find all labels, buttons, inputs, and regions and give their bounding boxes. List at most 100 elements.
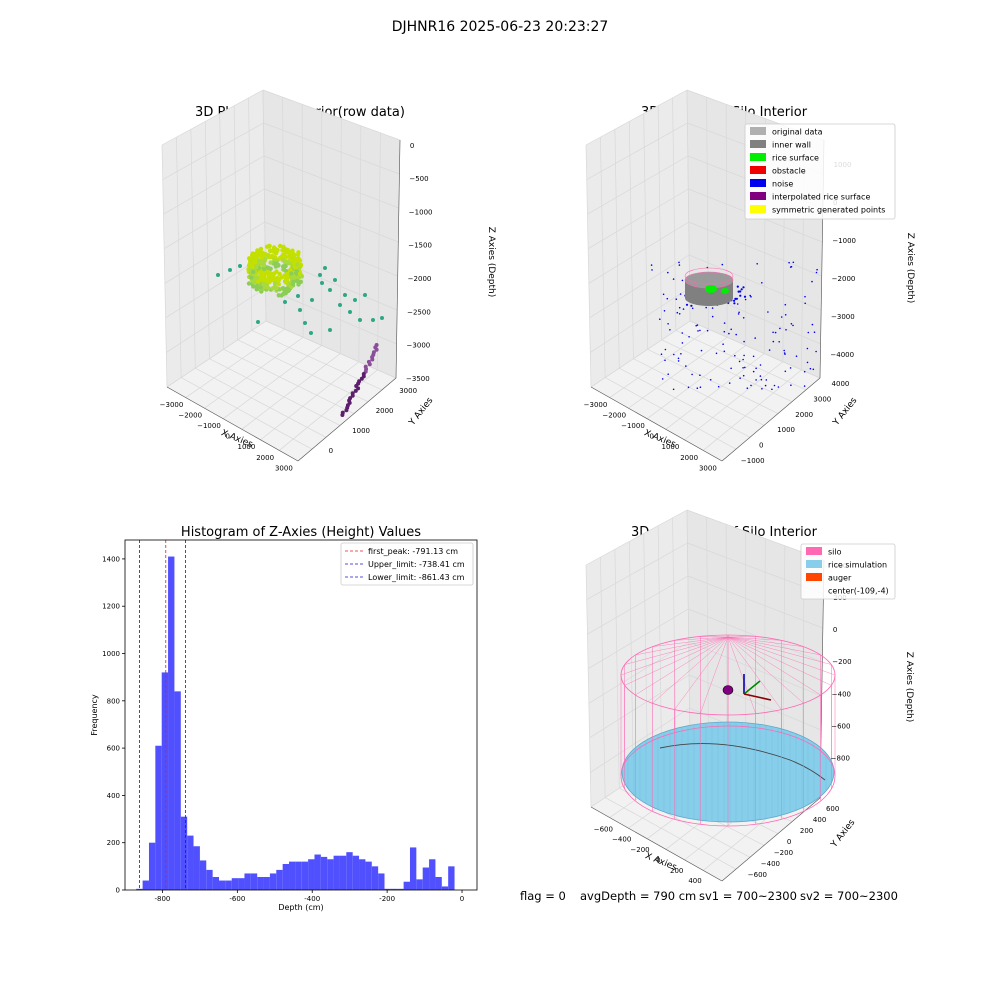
histogram-bar <box>212 876 219 890</box>
raw-plot-ylabel: Y Axies <box>407 396 436 429</box>
floor-grid-line <box>665 353 765 430</box>
mid-depth-point <box>371 318 375 322</box>
silo-roof-line <box>727 636 756 714</box>
noise-point <box>749 294 751 297</box>
z-tick-label: −800 <box>831 755 850 763</box>
rice-surface-point <box>297 258 303 263</box>
rice-surface-point <box>259 255 264 261</box>
floor-grid-line <box>204 337 304 409</box>
histogram-bar <box>352 855 360 890</box>
floor-grid-line <box>237 339 369 403</box>
histogram-bar <box>429 859 436 890</box>
rice-surface-point <box>288 252 293 257</box>
silo-roof-line <box>727 636 832 665</box>
floor-grid-line <box>628 337 728 409</box>
x-tick-label: 2000 <box>680 454 698 462</box>
legend-swatch <box>750 179 766 187</box>
noise-point <box>795 355 798 358</box>
legend-label: first_peak: -791.13 cm <box>368 547 458 556</box>
histogram-ylabel: Frequency <box>90 694 99 736</box>
x-tick-label: 200 <box>670 867 683 875</box>
left-grid-line <box>233 105 239 340</box>
noise-point <box>768 349 771 351</box>
rice-surface-point <box>268 272 273 277</box>
noise-point <box>733 299 736 302</box>
floor-grid-line <box>209 358 341 426</box>
x-tick-label: −400 <box>612 836 631 844</box>
mid-depth-point <box>298 308 302 312</box>
rice-surface-point <box>261 282 267 287</box>
noise-point <box>691 307 694 310</box>
left-grid-line <box>587 188 689 250</box>
axes-floor-pane <box>167 321 396 461</box>
rice-surface-point <box>276 293 281 298</box>
mid-depth-point <box>310 298 314 302</box>
mid-depth-point <box>283 300 287 304</box>
simulation-plot-xlabel: X Axies <box>643 851 678 873</box>
histogram-bar <box>333 855 340 890</box>
status-sv1: sv1 = 700~2300 <box>699 889 797 903</box>
center-marker <box>722 685 734 695</box>
noise-point <box>761 388 763 390</box>
z-tick-label: −2500 <box>407 308 431 316</box>
noise-point <box>660 353 663 356</box>
floor-grid-line <box>195 367 327 438</box>
noise-point <box>737 290 740 293</box>
y-tick-label: 400 <box>107 792 120 800</box>
x-tick-label: −3000 <box>160 401 184 409</box>
x-tick-label: 0 <box>225 433 229 441</box>
noise-point <box>784 303 787 306</box>
y-tick-label: 1000 <box>777 426 795 434</box>
legend-label: obstacle <box>772 167 806 176</box>
noise-point <box>730 367 732 370</box>
histogram-bar <box>365 861 372 890</box>
noise-point <box>699 329 701 332</box>
floor-grid-line <box>222 345 322 419</box>
histogram-bar <box>187 835 194 890</box>
silo-roof-line <box>727 636 756 638</box>
status-sv2: sv2 = 700~2300 <box>800 889 898 903</box>
silo-roof-line <box>652 636 729 704</box>
silo-roof-line <box>624 636 729 665</box>
histogram-bar <box>384 888 391 890</box>
mid-depth-point <box>296 294 300 298</box>
rice-surface-point <box>268 266 273 271</box>
histogram-bar <box>320 856 328 890</box>
rice-surface-point <box>277 271 282 277</box>
back-grid-line <box>689 320 821 379</box>
histogram-bar <box>397 888 404 890</box>
histogram-bar <box>238 878 245 890</box>
noise-point <box>706 329 709 332</box>
floor-grid-line <box>619 367 751 438</box>
noise-point <box>744 366 746 369</box>
noise-point <box>742 358 744 361</box>
noise-point <box>677 360 680 362</box>
x-tick-label: 3000 <box>275 464 293 472</box>
noise-point <box>678 313 681 315</box>
left-grid-line <box>248 97 253 331</box>
axis-line <box>590 806 723 882</box>
rice-surface-point <box>291 279 296 284</box>
noise-point <box>772 331 774 334</box>
deep-point <box>350 393 355 398</box>
z-tick-label: −500 <box>409 175 428 183</box>
noise-point <box>667 271 669 274</box>
rice-surface-point <box>265 271 270 276</box>
axis-line <box>721 377 821 462</box>
rice-surface-point <box>279 275 284 280</box>
left-grid-line <box>586 542 688 600</box>
mid-depth-point <box>323 266 327 270</box>
noise-point <box>697 330 699 332</box>
y-tick-label: 0 <box>787 838 791 846</box>
axes-floor-pane <box>591 321 820 461</box>
histogram-bar <box>263 876 270 890</box>
left-grid-line <box>589 254 690 319</box>
rice-surface-point <box>267 279 272 285</box>
classify-plot-legend: original data inner wall rice surface obsta… <box>744 123 896 220</box>
noise-point <box>743 340 745 343</box>
left-grid-line <box>657 105 663 340</box>
noise-point <box>735 333 737 336</box>
rice-surface-point <box>272 271 277 276</box>
noise-point <box>743 295 747 298</box>
noise-point <box>672 388 675 391</box>
